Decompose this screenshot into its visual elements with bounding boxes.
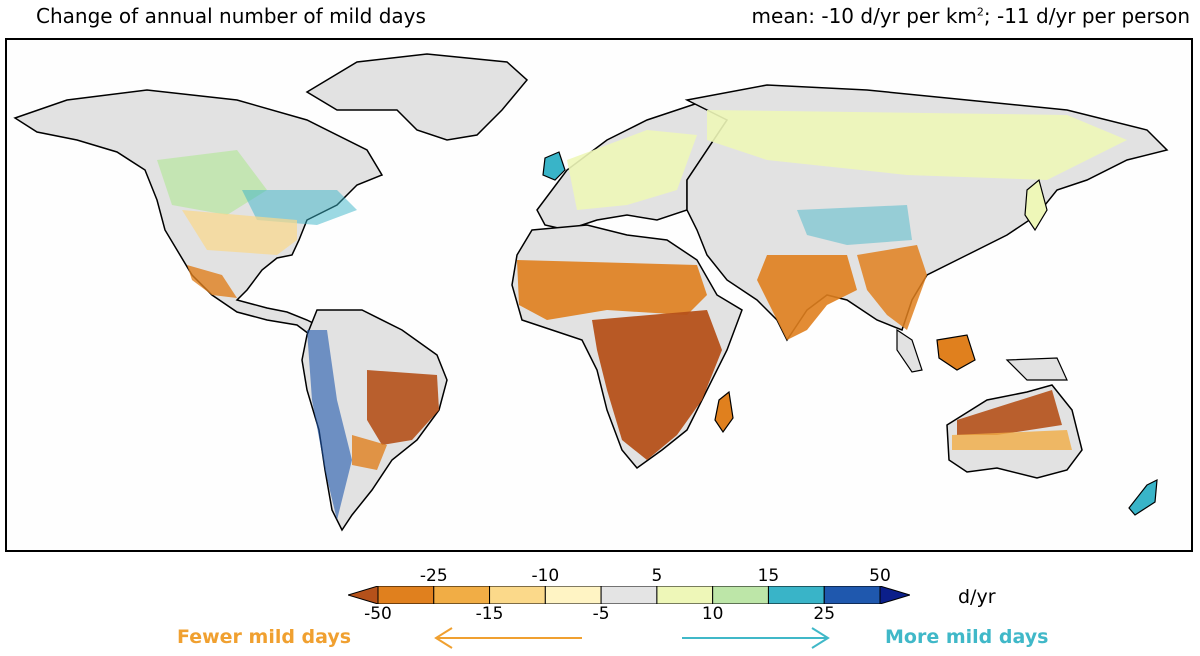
siberia-tint: [707, 110, 1127, 180]
india-tint: [757, 255, 857, 340]
mean-suffix: ; -11 d/yr per person: [983, 4, 1190, 28]
colorbar-bin: [823, 586, 881, 604]
na-tint-east: [242, 190, 357, 225]
colorbar-bin: [348, 586, 379, 604]
borneo: [936, 334, 976, 371]
right-arrow-icon: [682, 627, 830, 649]
colorbar-bin: [767, 586, 825, 604]
colorbar-tick-label: -5: [592, 604, 610, 624]
colorbar-tick-label: 10: [701, 604, 724, 624]
sa-tint-andes: [307, 330, 352, 520]
africa-sahel-tint: [517, 260, 707, 320]
colorbar: [348, 586, 910, 604]
colorbar-unit: d/yr: [958, 586, 996, 608]
mexico-tint: [187, 265, 237, 298]
more-mild-days-label: More mild days: [885, 626, 1049, 648]
colorbar-bin: [377, 586, 435, 604]
colorbar-tick-label: 15: [757, 566, 780, 586]
colorbar-tick-label: -10: [531, 566, 560, 586]
colorbar-tick-label: 50: [869, 566, 891, 586]
tibet-tint: [797, 205, 912, 245]
colorbar-bin: [879, 586, 910, 604]
colorbar-tick-label: 25: [813, 604, 836, 624]
mean-annotation: mean: -10 d/yr per km2; -11 d/yr per per…: [752, 4, 1190, 28]
map-title: Change of annual number of mild days: [36, 4, 426, 28]
new-guinea: [1005, 357, 1068, 381]
colorbar-tick-label: -15: [475, 604, 504, 624]
colorbar-bin: [600, 586, 658, 604]
mean-prefix: mean: -10 d/yr per km: [751, 4, 977, 28]
africa-central-tint: [592, 310, 722, 460]
madagascar: [714, 390, 734, 434]
colorbar-bin: [712, 586, 769, 604]
seasia-tint: [857, 245, 927, 330]
na-tint-west: [157, 150, 267, 215]
sa-tint-brazil: [367, 370, 439, 445]
new-zealand: [1128, 478, 1158, 516]
greenland: [305, 53, 529, 141]
colorbar-bins: [348, 586, 910, 604]
australia-north-tint: [957, 390, 1062, 435]
map-frame: [5, 38, 1193, 552]
colorbar-bin: [433, 586, 491, 604]
world-map: [13, 53, 1169, 532]
colorbar-bin: [544, 586, 602, 604]
colorbar-tick-label: -25: [419, 566, 448, 586]
colorbar-tick-label: -50: [364, 604, 392, 624]
sa-tint-south: [352, 435, 387, 470]
uk: [542, 151, 566, 181]
australia-mid-tint: [952, 430, 1072, 450]
na-tint-south: [182, 210, 297, 255]
japan: [1024, 178, 1048, 232]
colorbar-bin: [489, 586, 546, 604]
europe-tint: [567, 130, 697, 210]
sumatra: [896, 328, 923, 373]
left-arrow-icon: [434, 627, 582, 649]
colorbar-bin: [656, 586, 714, 604]
mean-superscript: 2: [976, 5, 984, 19]
colorbar-tick-label: 5: [651, 566, 663, 586]
fewer-mild-days-label: Fewer mild days: [177, 626, 352, 648]
